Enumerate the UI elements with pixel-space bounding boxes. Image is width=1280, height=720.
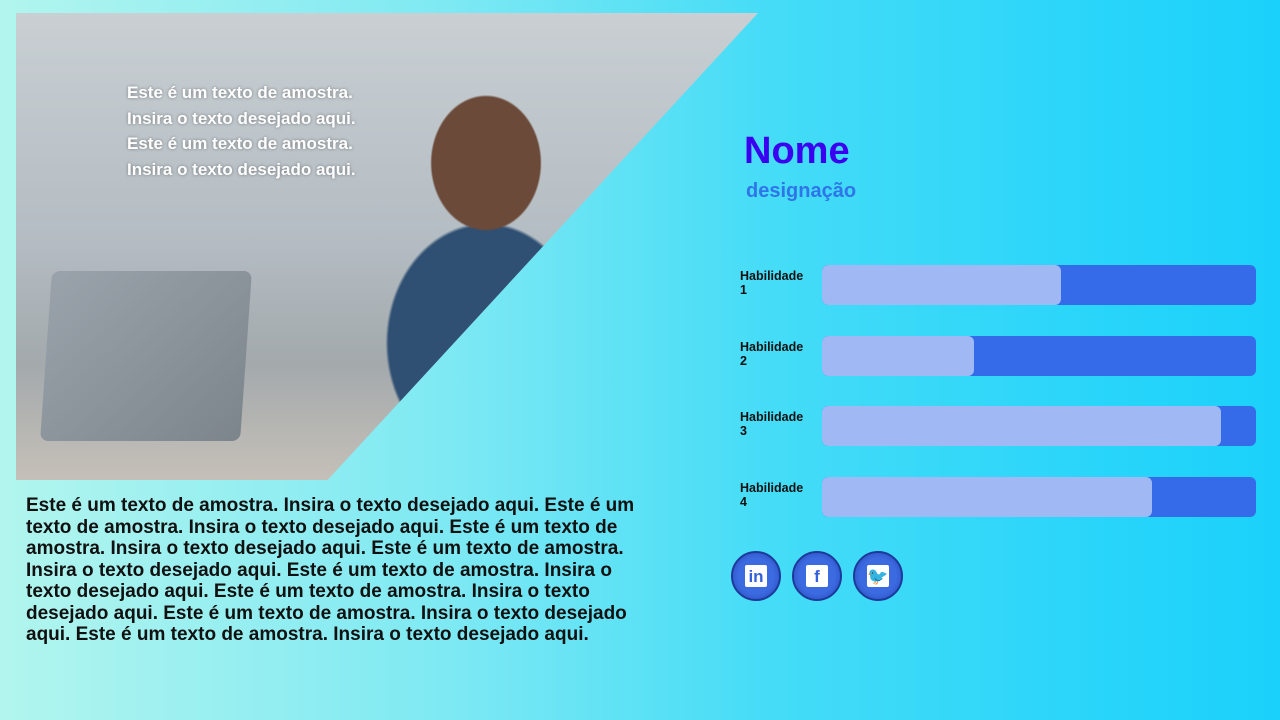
laptop-image (40, 271, 252, 441)
linkedin-button[interactable]: in (731, 551, 781, 601)
skill-row: Habilidade 3 (740, 406, 1260, 446)
facebook-icon: f (806, 565, 828, 587)
skill-bar-fill (822, 265, 1061, 305)
skill-row: Habilidade 1 (740, 265, 1260, 305)
skill-row: Habilidade 4 (740, 476, 1260, 517)
twitter-button[interactable]: 🐦 (853, 551, 903, 601)
skill-bar-fill (822, 476, 1152, 517)
skill-row: Habilidade 2 (740, 335, 1260, 376)
skill-bar-fill (822, 406, 1222, 446)
overlay-line: Insira o texto desejado aqui. (127, 159, 356, 179)
skill-bar (822, 406, 1256, 446)
skill-bar (822, 476, 1256, 517)
skill-label: Habilidade 2 (740, 339, 804, 368)
facebook-button[interactable]: f (792, 551, 842, 601)
overlay-line: Este é um texto de amostra. (127, 83, 353, 102)
skill-label: Habilidade 3 (740, 410, 804, 438)
photo-overlay-text: Este é um texto de amostra. Insira o tex… (127, 80, 356, 182)
skill-bar-fill (822, 335, 974, 376)
profile-name: Nome (744, 130, 850, 172)
overlay-line: Este é um texto de amostra. (127, 134, 353, 153)
profile-designation: designação (746, 180, 857, 202)
overlay-line: Insira o texto desejado aqui. (127, 108, 356, 128)
skill-label: Habilidade 1 (740, 269, 804, 297)
body-paragraph: Este é um texto de amostra. Insira o tex… (26, 495, 635, 645)
skill-bar (822, 335, 1256, 376)
linkedin-icon: in (745, 565, 767, 587)
twitter-icon: 🐦 (867, 565, 889, 587)
skill-label: Habilidade 4 (740, 480, 804, 509)
skill-bar (822, 265, 1256, 305)
